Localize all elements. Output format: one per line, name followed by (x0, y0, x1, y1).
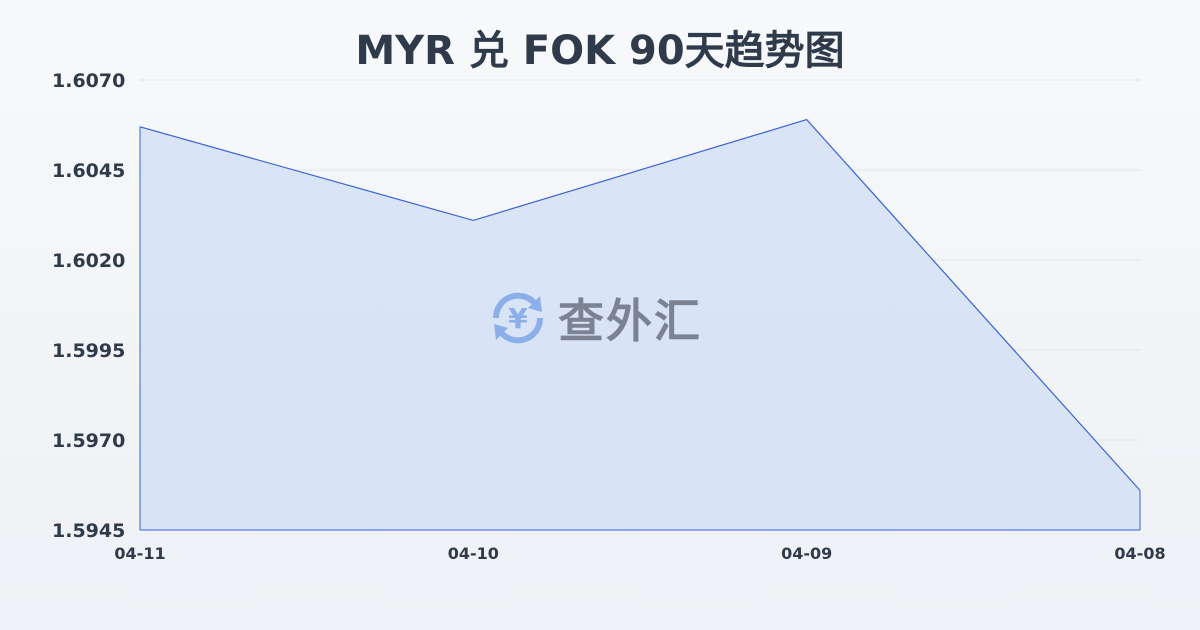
y-tick-label: 1.5970 (52, 430, 125, 452)
watermark: ¥ 查外汇 (488, 285, 702, 351)
y-tick-label: 1.5945 (52, 520, 125, 542)
y-tick-label: 1.6070 (52, 70, 125, 92)
x-tick-label: 04-11 (114, 544, 165, 563)
x-tick-label: 04-10 (448, 544, 499, 563)
watermark-text: 查外汇 (558, 294, 702, 348)
svg-text:¥: ¥ (508, 302, 528, 335)
y-tick-label: 1.5995 (52, 340, 125, 362)
x-tick-label: 04-08 (1114, 544, 1165, 563)
y-tick-label: 1.6045 (52, 160, 125, 182)
area-fill (140, 119, 1140, 530)
series-line (139, 118, 1141, 491)
yen-exchange-icon: ¥ (492, 292, 544, 344)
x-tick-label: 04-09 (781, 544, 832, 563)
chart-title: MYR 兑 FOK 90天趋势图 (355, 28, 845, 74)
y-tick-label: 1.6020 (52, 250, 125, 272)
